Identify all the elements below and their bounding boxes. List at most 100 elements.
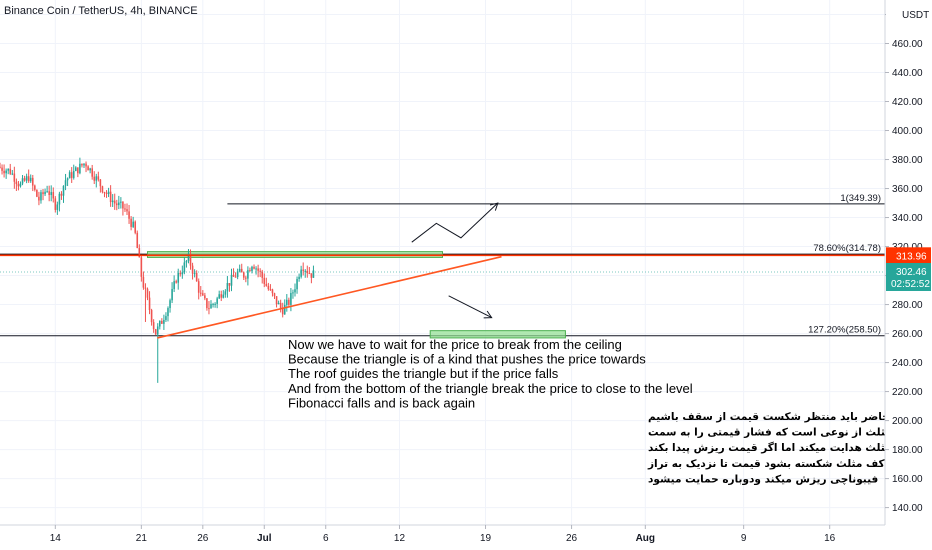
- candle-body: [42, 192, 44, 195]
- candle-body: [286, 299, 288, 305]
- y-tick-label: 260.00: [892, 329, 923, 340]
- y-tick-label: 160.00: [892, 474, 923, 485]
- candle-body: [296, 278, 298, 290]
- candle-body: [183, 262, 186, 273]
- candle-body: [31, 177, 34, 186]
- y-tick-label: 280.00: [892, 300, 923, 311]
- candle-body: [81, 163, 83, 166]
- candle-body: [189, 253, 192, 266]
- candle-body: [169, 300, 171, 309]
- candle-body: [269, 289, 272, 291]
- candle-body: [44, 191, 46, 195]
- x-tick-label: 26: [566, 533, 578, 544]
- x-tick-label: 9: [741, 533, 747, 544]
- marked-price-tag: [886, 247, 931, 264]
- candle-body: [191, 265, 194, 274]
- y-tick-label: 460.00: [892, 39, 923, 50]
- candle-body: [93, 176, 96, 181]
- candle-body: [118, 202, 120, 206]
- fib-label-786: 78.60%(314.78): [813, 243, 881, 254]
- candle-body: [52, 192, 55, 199]
- candle-body: [265, 283, 268, 286]
- chart-grid: [0, 0, 885, 525]
- drawings: [0, 202, 885, 339]
- candle-body: [0, 166, 1, 168]
- candle-body: [9, 168, 12, 174]
- annotation-fa-line: و از کف مثلث شکسته بشود قیمت تا نزدیک به…: [647, 458, 908, 470]
- x-tick-label: 19: [480, 533, 492, 544]
- candle-body: [204, 295, 206, 299]
- y-tick-label: 180.00: [892, 445, 923, 456]
- candle-body: [292, 292, 294, 294]
- candle-body: [271, 289, 274, 294]
- annotation-fa-line: سقف مثلث هدایت میکند اما اگر قیمت ریزش پ…: [648, 441, 926, 454]
- candle-body: [199, 292, 202, 294]
- target-box: [429, 330, 566, 339]
- candle-body: [232, 274, 235, 277]
- candle-body: [298, 276, 300, 279]
- candle-body: [1, 167, 3, 171]
- candle-body: [111, 200, 114, 203]
- candle-body: [105, 192, 108, 194]
- candle-body: [46, 191, 48, 193]
- candle-body: [62, 185, 65, 196]
- current-price-label: 302.46: [896, 267, 927, 278]
- candle-body: [5, 170, 7, 174]
- candle-body: [193, 273, 196, 275]
- candle-body: [154, 329, 157, 335]
- candle-body: [197, 281, 200, 293]
- candle-body: [7, 168, 9, 171]
- candle-body: [228, 283, 231, 286]
- candle-body: [171, 289, 173, 301]
- candle-body: [179, 272, 182, 275]
- candle-body: [124, 208, 126, 210]
- candle-body: [195, 273, 198, 282]
- candle-body: [294, 289, 296, 293]
- chart-title: Binance Coin / TetherUS, 4h, BINANCE: [4, 5, 198, 17]
- candle-body: [3, 170, 5, 174]
- candle-body: [66, 178, 69, 181]
- candle-body: [212, 303, 214, 305]
- annotation-en-line: The roof guides the triangle but if the …: [288, 366, 559, 381]
- annotations: Now we have to wait for the price to bre…: [288, 337, 930, 485]
- candle-body: [275, 296, 278, 305]
- candle-body: [134, 221, 137, 233]
- candle-body: [288, 299, 290, 305]
- candle-body: [120, 201, 122, 203]
- x-tick-label: 21: [136, 533, 148, 544]
- candle-body: [77, 167, 79, 174]
- x-tick-label: 6: [323, 533, 329, 544]
- candle-body: [85, 163, 87, 167]
- candle-body: [236, 271, 239, 277]
- candle-body: [308, 273, 311, 275]
- candle-body: [87, 166, 89, 171]
- current-price-tag: [886, 262, 931, 291]
- countdown-label: 02:52:52: [891, 279, 930, 290]
- candle-body: [281, 308, 284, 315]
- candle-body: [107, 191, 110, 194]
- candle-body: [25, 176, 28, 181]
- candle-body: [226, 283, 229, 292]
- x-tick-label: 14: [50, 533, 62, 544]
- time-axis[interactable]: 14 21 26 Jul 6 12 19 26 Aug 9 16: [0, 524, 932, 550]
- fibonacci-levels: 1(349.39) 78.60%(314.78) 127.20%(258.50): [0, 193, 885, 337]
- candle-body: [257, 268, 259, 271]
- candle-body: [56, 204, 59, 210]
- y-tick-label: 440.00: [892, 68, 923, 79]
- y-tick-label: 220.00: [892, 387, 923, 398]
- candle-body: [50, 192, 53, 196]
- candle-body: [109, 191, 112, 203]
- annotation-fa-line: در حال حاضر باید منتظر شکست قیمت از سقف …: [648, 411, 930, 423]
- candle-body: [302, 269, 304, 271]
- candle-body: [128, 211, 130, 219]
- candle-body: [29, 177, 32, 182]
- candle-body: [181, 272, 184, 275]
- candle-body: [148, 297, 151, 311]
- candle-body: [91, 168, 93, 177]
- price-axis[interactable]: 480.00460.00440.00420.00400.00380.00360.…: [884, 0, 932, 525]
- x-tick-label: 26: [197, 533, 209, 544]
- x-tick-label: Jul: [257, 533, 272, 544]
- breakdown-arrow: [448, 295, 492, 319]
- annotation-en-line: Because the triangle is of a kind that p…: [288, 352, 646, 367]
